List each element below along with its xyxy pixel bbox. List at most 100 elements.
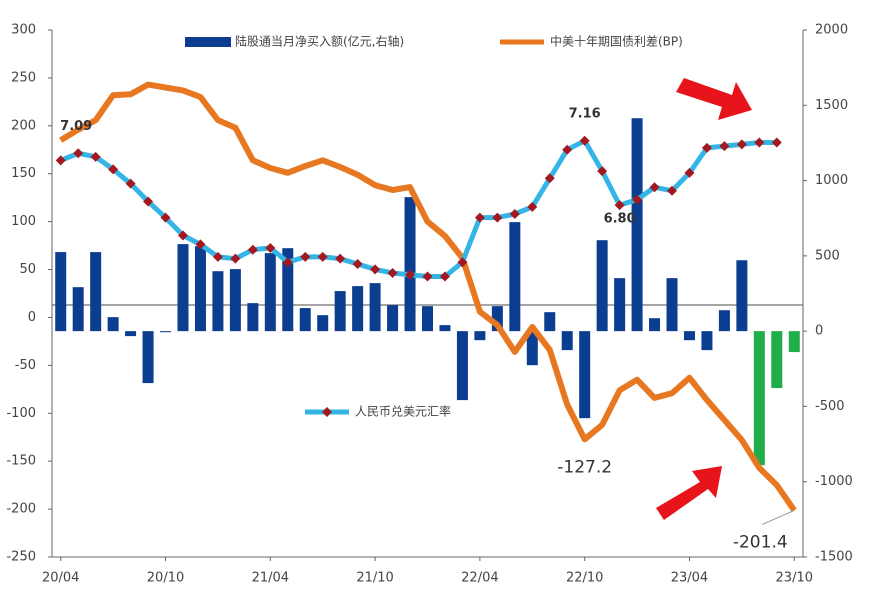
bar <box>334 291 346 332</box>
marker <box>439 271 450 282</box>
marker <box>300 251 311 262</box>
marker <box>701 142 712 153</box>
y-tick-label: -50 <box>15 358 36 373</box>
marker <box>387 267 398 278</box>
bar <box>194 246 206 332</box>
marker <box>335 253 346 264</box>
bar <box>666 278 678 332</box>
bar <box>683 331 695 341</box>
x-tick-label: 20/04 <box>42 571 79 586</box>
x-tick-label: 21/10 <box>356 571 393 586</box>
y-tick-label: 0 <box>28 310 36 325</box>
bar <box>177 244 189 332</box>
marker <box>317 251 328 262</box>
bar <box>247 303 259 332</box>
legend-label: 陆股通当月净买入额(亿元,右轴) <box>235 34 404 49</box>
bar <box>544 312 556 332</box>
y-tick-label: -250 <box>6 550 36 565</box>
y2-tick-label: 2000 <box>815 23 848 38</box>
marker <box>632 194 643 205</box>
marker <box>370 264 381 275</box>
marker <box>90 151 101 162</box>
marker <box>405 269 416 280</box>
bar <box>456 331 468 401</box>
marker <box>754 137 765 148</box>
bar <box>317 315 329 332</box>
value-label: -127.2 <box>557 457 612 477</box>
y-tick-label: -200 <box>6 502 36 517</box>
bar <box>352 286 364 332</box>
bar <box>561 331 573 351</box>
x-tick-label: 23/10 <box>776 571 813 586</box>
x-tick-label: 21/04 <box>252 571 289 586</box>
marker <box>544 173 555 184</box>
marker <box>579 135 590 146</box>
x-tick-label: 20/10 <box>147 571 184 586</box>
y2-tick-label: -1000 <box>815 474 853 489</box>
y-tick-label: -150 <box>6 454 36 469</box>
y-tick-label: -100 <box>6 406 36 421</box>
bar <box>90 252 102 332</box>
marker <box>125 178 136 189</box>
bar <box>282 248 294 332</box>
marker <box>771 137 782 148</box>
y2-tick-label: -500 <box>815 399 845 414</box>
bar <box>526 331 538 366</box>
bar <box>649 318 661 332</box>
bar <box>229 269 241 332</box>
marker <box>474 212 485 223</box>
y2-tick-label: 0 <box>815 324 823 339</box>
marker <box>195 239 206 250</box>
x-tick-label: 22/04 <box>461 571 498 586</box>
y-tick-label: 300 <box>11 23 36 38</box>
bar <box>701 331 713 351</box>
leader-line <box>762 509 795 525</box>
marker <box>108 164 119 175</box>
marker <box>73 148 84 159</box>
marker <box>649 182 660 193</box>
legend-swatch <box>185 37 231 47</box>
legend-label: 人民币兑美元汇率 <box>355 404 451 419</box>
bar <box>788 331 800 353</box>
y2-tick-label: 500 <box>815 248 840 263</box>
line <box>59 81 797 513</box>
bar <box>596 240 608 332</box>
marker <box>230 253 241 264</box>
bar <box>404 197 416 332</box>
bar <box>579 331 591 419</box>
bar <box>474 331 486 341</box>
y-tick-label: 100 <box>11 214 36 229</box>
y-tick-label: 200 <box>11 118 36 133</box>
legend-marker <box>322 407 332 417</box>
bar <box>55 252 67 332</box>
red-arrow <box>676 78 752 120</box>
y2-tick-label: 1000 <box>815 173 848 188</box>
bar <box>422 306 433 332</box>
bar <box>299 308 311 332</box>
bar <box>107 317 119 332</box>
bar <box>771 331 783 389</box>
y-tick-label: 250 <box>11 70 36 85</box>
bar <box>387 305 399 332</box>
bar <box>125 331 137 337</box>
marker <box>422 271 433 282</box>
marker <box>55 155 66 166</box>
bar <box>491 306 503 332</box>
bar <box>439 325 451 332</box>
red-arrow <box>656 466 722 520</box>
bar <box>631 118 643 332</box>
marker <box>597 166 608 177</box>
y-tick-label: 50 <box>19 262 36 277</box>
marker <box>736 139 747 150</box>
marker <box>667 185 678 196</box>
marker <box>509 209 520 220</box>
bar <box>160 331 172 333</box>
marker <box>527 201 538 212</box>
value-label: 6.80 <box>604 212 636 227</box>
marker <box>492 212 503 223</box>
marker <box>719 141 730 152</box>
bar <box>718 310 730 332</box>
marker <box>457 257 468 268</box>
marker <box>352 259 363 270</box>
